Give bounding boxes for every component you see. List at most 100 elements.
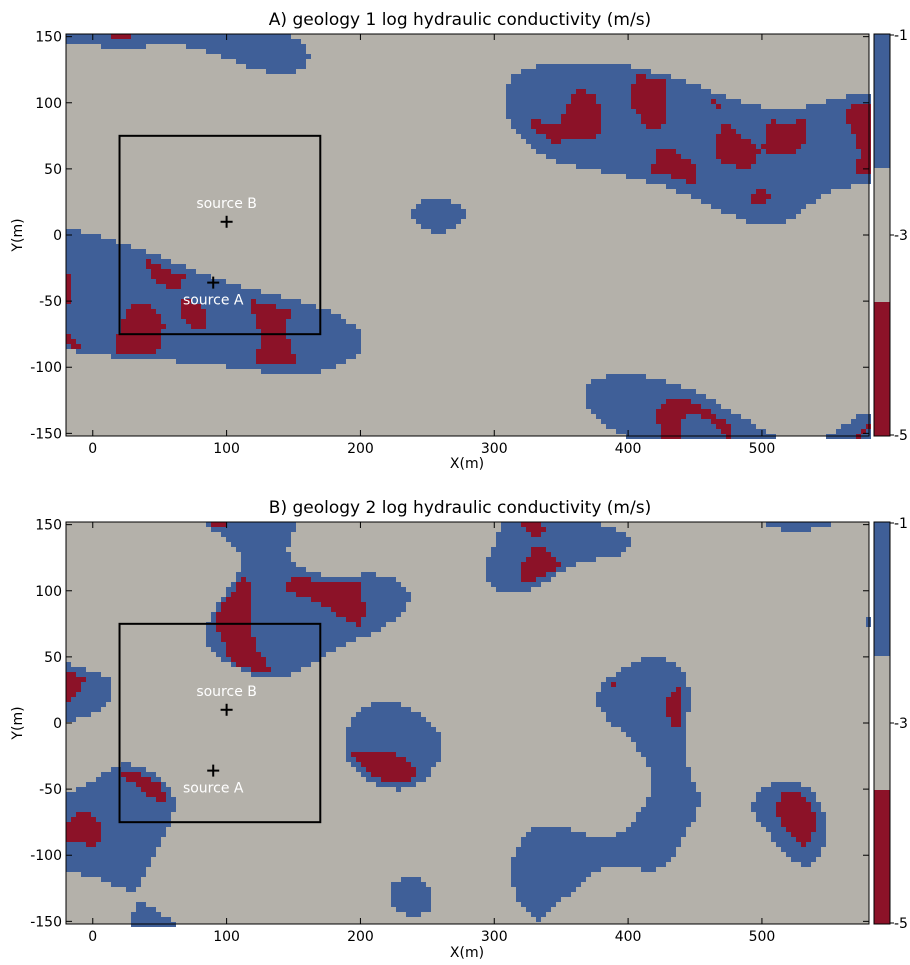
panel-a-facies-cell [186,34,191,39]
panel-a-facies-cell [631,394,636,399]
panel-a-facies-cell [216,39,221,44]
panel-b-facies-cell [286,572,291,577]
panel-b-facies-cell [291,587,296,592]
panel-a-facies-cell [551,139,556,144]
panel-a-facies-cell [111,244,116,249]
panel-b-facies-cell [66,692,71,697]
panel-b-facies-cell [486,557,491,562]
panel-a-facies-cell [296,334,301,339]
panel-a-facies-cell [531,114,536,119]
panel-b-facies-cell [356,597,361,602]
panel-a-facies-cell [641,139,646,144]
panel-b-facies-cell [351,732,356,737]
panel-a-facies-cell [311,309,316,314]
panel-a-facies-cell [596,139,601,144]
panel-b-facies-cell [521,872,526,877]
panel-b-facies-cell [521,867,526,872]
panel-b-facies-cell [241,542,246,547]
panel-b-facies-cell [86,712,91,717]
panel-a-facies-cell [841,169,846,174]
panel-b-facies-cell [386,702,391,707]
panel-b-facies-cell [281,522,286,527]
panel-a-facies-cell [281,54,286,59]
panel-a-facies-cell [531,109,536,114]
panel-a-facies-cell [66,244,71,249]
panel-a-facies-cell [261,314,266,319]
panel-a-facies-cell [591,124,596,129]
panel-a-facies-cell [796,134,801,139]
panel-a-facies-cell [121,264,126,269]
panel-b-facies-cell [371,737,376,742]
panel-a-facies-cell [71,294,76,299]
panel-a-facies-cell [576,164,581,169]
panel-a-facies-cell [336,329,341,334]
panel-a-facies-cell [826,109,831,114]
panel-b-facies-cell [371,717,376,722]
panel-a-facies-cell [666,129,671,134]
panel-a-facies-cell [241,304,246,309]
panel-a-facies-cell [676,404,681,409]
panel-a-facies-cell [546,129,551,134]
panel-b-facies-cell [516,567,521,572]
panel-a-facies-cell [86,329,91,334]
panel-a-facies-cell [796,194,801,199]
panel-b-facies-cell [391,737,396,742]
panel-a-facies-cell [701,169,706,174]
panel-b-facies-cell [371,577,376,582]
panel-a-facies-cell [126,274,131,279]
panel-b-facies-cell [531,882,536,887]
panel-b-facies-cell [236,657,241,662]
panel-a-facies-cell [696,124,701,129]
panel-a-facies-cell [616,384,621,389]
panel-b-facies-cell [206,627,211,632]
panel-a-facies-cell [606,374,611,379]
panel-a-facies-cell [616,114,621,119]
panel-a-facies-cell [636,419,641,424]
panel-a-facies-cell [646,429,651,434]
panel-a-facies-cell [791,179,796,184]
panel-a-facies-cell [861,179,866,184]
panel-a-facies-cell [321,359,326,364]
panel-a-facies-cell [626,404,631,409]
panel-b-facies-cell [301,642,306,647]
panel-a-facies-cell [111,319,116,324]
panel-a-facies-cell [531,129,536,134]
panel-b-facies-cell [216,617,221,622]
panel-a-facies-cell [656,429,661,434]
panel-b-facies-cell [511,562,516,567]
panel-a-facies-cell [526,79,531,84]
panel-a-facies-cell [626,409,631,414]
panel-a-facies-cell [601,409,606,414]
panel-a-facies-cell [341,334,346,339]
panel-b-facies-cell [371,587,376,592]
panel-a-facies-cell [76,269,81,274]
panel-a-facies-cell [846,119,851,124]
panel-a-facies-cell [301,309,306,314]
panel-a-facies-cell [176,334,181,339]
panel-a-facies-cell [506,84,511,89]
panel-a-facies-cell [616,74,621,79]
panel-a-facies-cell [221,339,226,344]
panel-a-facies-cell [721,409,726,414]
panel-a-facies-cell [671,159,676,164]
panel-a-facies-cell [651,424,656,429]
panel-a-facies-cell [726,424,731,429]
panel-a-facies-cell [271,364,276,369]
panel-a-facies-cell [801,144,806,149]
panel-a-facies-cell [671,409,676,414]
panel-b-facies-cell [151,917,156,922]
panel-b-facies-cell [166,802,171,807]
panel-a-x-axis: 0 100 200 300 400 500 [88,34,775,457]
panel-a-facies-cell [266,64,271,69]
panel-b-facies-cell [361,627,366,632]
panel-b-facies-cell [311,637,316,642]
panel-a-facies-cell [166,259,171,264]
panel-a-facies-cell [641,94,646,99]
panel-a-facies-cell [636,414,641,419]
panel-a-facies-cell [716,99,721,104]
panel-a-facies-cell [846,94,851,99]
panel-a-facies-cell [551,134,556,139]
panel-a-facies-cell [146,304,151,309]
panel-a-facies-cell [836,119,841,124]
